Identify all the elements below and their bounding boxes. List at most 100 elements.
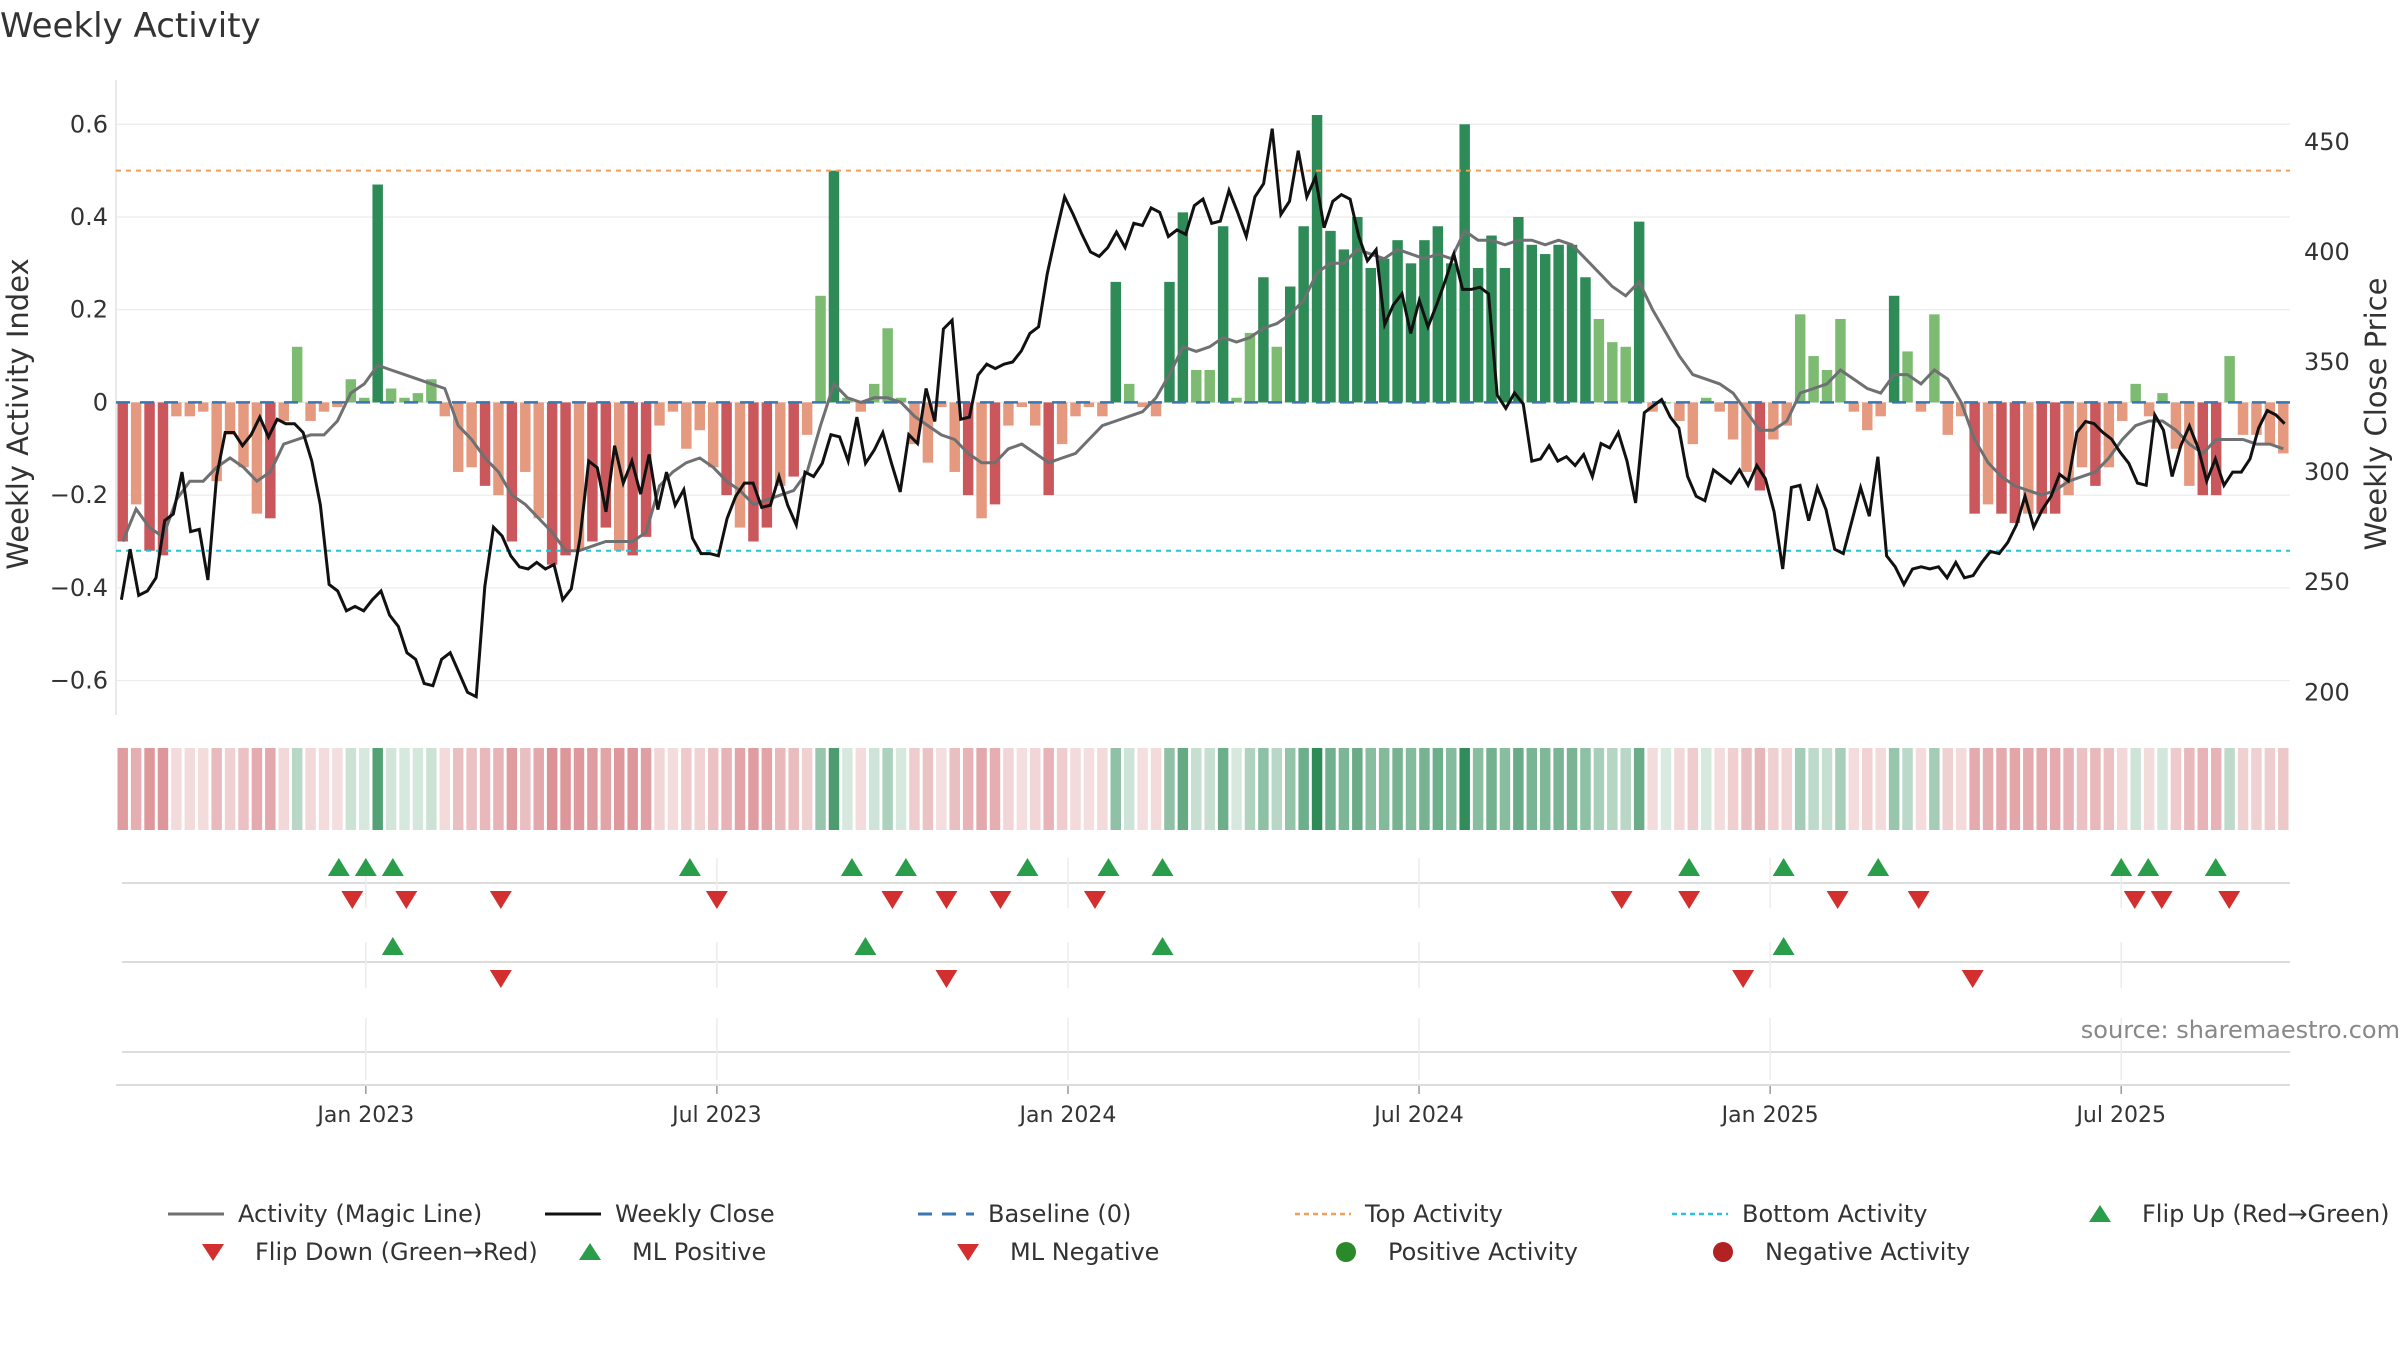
heat-cell [587, 748, 598, 830]
heat-cell [1070, 748, 1081, 830]
flip-down-marker [395, 891, 418, 909]
heat-cell [1311, 748, 1323, 830]
heat-cell [1177, 748, 1189, 830]
x-tick-label: Jul 2024 [1372, 1103, 1464, 1128]
legend-item-negact: Negative Activity [1695, 1238, 1970, 1266]
flip-down-marker [1907, 891, 1930, 909]
legend: Activity (Magic Line) Weekly Close Baselin… [0, 1200, 2400, 1320]
activity-bar [2143, 402, 2155, 417]
activity-bar [1607, 342, 1618, 403]
activity-bar [2090, 402, 2101, 486]
activity-bar [1915, 402, 1927, 412]
activity-bar [828, 170, 840, 403]
heat-cell [828, 748, 840, 830]
legend-label: ML Positive [632, 1238, 767, 1266]
heat-cell [1244, 748, 1256, 830]
flip-down-marker [1826, 891, 1849, 909]
heat-cell [1768, 748, 1779, 830]
activity-bar [1687, 402, 1699, 445]
activity-bar [493, 402, 504, 496]
heat-cell [184, 748, 196, 830]
activity-bar [1741, 402, 1752, 472]
activity-bar [1284, 286, 1296, 403]
heat-cell [1271, 748, 1283, 830]
activity-bar [882, 328, 893, 403]
magic-line-series [121, 228, 2284, 553]
activity-bar [815, 295, 826, 403]
heat-cell [1513, 748, 1524, 830]
activity-bar [962, 402, 974, 496]
heat-cell [1298, 748, 1309, 830]
heat-cell [1902, 748, 1913, 830]
flip-up-marker [354, 858, 377, 876]
heat-cell [412, 748, 424, 830]
flip-up-marker [1867, 858, 1890, 876]
activity-bar [1566, 244, 1578, 403]
heat-cell [1419, 748, 1430, 830]
y-tick-label: −0.2 [50, 481, 108, 509]
heat-cell [1365, 748, 1376, 830]
flip-up-marker [1678, 858, 1701, 876]
activity-bar [895, 397, 907, 403]
y2-axis-label: Weekly Close Price [2359, 278, 2393, 551]
activity-bar [1781, 402, 1792, 426]
activity-bar [2049, 402, 2061, 514]
activity-bar [1862, 402, 1873, 431]
activity-bar [2076, 402, 2088, 468]
heat-cell [1633, 748, 1645, 830]
heat-cell [1862, 748, 1873, 830]
flip-down-marker [1083, 891, 1106, 909]
activity-bar [171, 402, 182, 417]
heat-cell [1137, 748, 1148, 830]
ml-positive-marker [381, 937, 404, 955]
activity-bar [265, 402, 276, 519]
activity-bar [1446, 263, 1457, 403]
activity-bar [1768, 402, 1779, 440]
activity-bar [1727, 402, 1739, 440]
activity-bar [1513, 216, 1524, 403]
activity-bar [1459, 124, 1470, 403]
activity-bar [2197, 402, 2209, 496]
activity-bar [278, 402, 289, 421]
heat-cell [2049, 748, 2061, 830]
activity-bar [868, 383, 880, 403]
heat-cell [1687, 748, 1699, 830]
activity-bar [1070, 402, 1081, 417]
activity-bar [1231, 397, 1242, 403]
heat-cell [1580, 748, 1591, 830]
activity-bar [654, 402, 665, 426]
heat-cell [2224, 748, 2235, 830]
heat-cell [976, 748, 987, 830]
legend-label: Negative Activity [1765, 1238, 1971, 1266]
heat-cell [573, 748, 585, 830]
activity-bar [667, 402, 679, 412]
heat-cell [1553, 748, 1564, 830]
activity-bar [1016, 402, 1028, 408]
heat-cell [1110, 748, 1122, 830]
heat-cell [1030, 748, 1041, 830]
flip-down-marker [2218, 891, 2241, 909]
activity-bar [1942, 402, 1954, 435]
heat-cell [1097, 748, 1108, 830]
heat-cell [1794, 748, 1806, 830]
heat-cell [2117, 748, 2128, 830]
activity-chart: −0.6 −0.4 −0.2 0 0.2 0.4 0.6 200 250 300 350 400 450… [1, 80, 2393, 1128]
activity-bar [1754, 402, 1766, 491]
heat-cell [130, 748, 142, 830]
ml-negative-marker [1732, 970, 1755, 988]
activity-bar [1030, 402, 1041, 426]
flip-down-marker [1610, 891, 1633, 909]
heat-cell [909, 748, 920, 830]
heat-cell [654, 748, 665, 830]
heat-cell [1929, 748, 1940, 830]
activity-bar [426, 379, 437, 403]
heat-cell [1016, 748, 1028, 830]
activity-bar [1043, 402, 1054, 496]
heat-cell [614, 748, 625, 830]
heat-cell [520, 748, 531, 830]
heat-cell [721, 748, 732, 830]
heat-cell [922, 748, 934, 830]
activity-bar [318, 402, 330, 412]
signal-markers-panel [116, 858, 2290, 1086]
heat-cell [439, 748, 451, 830]
